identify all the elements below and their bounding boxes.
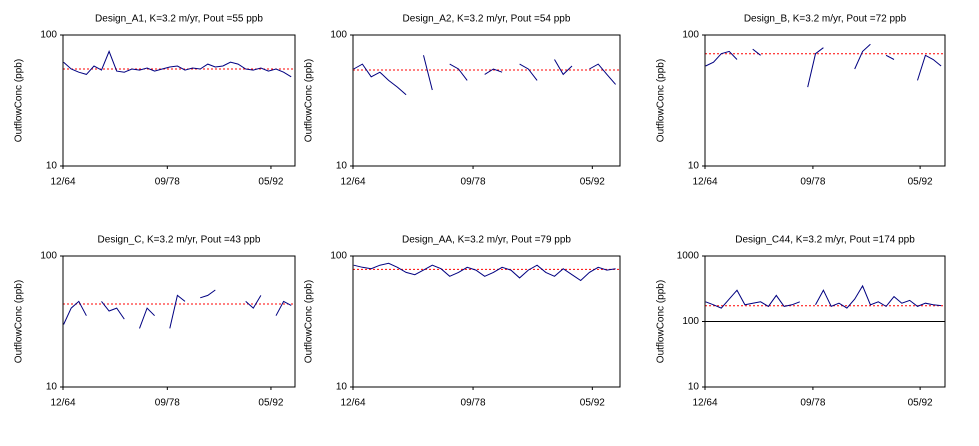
plot-frame (352, 255, 621, 388)
series-line (705, 43, 942, 88)
chart-title: Design_AA, K=3.2 m/yr, Pout =79 ppb (402, 235, 571, 246)
x-tick-label: 09/78 (800, 177, 825, 188)
plot-frame (704, 34, 946, 167)
y-tick-label: 100 (330, 30, 347, 41)
x-tick-label: 12/64 (692, 177, 717, 188)
y-tick-label: 100 (682, 30, 699, 41)
y-tick-label: 100 (330, 251, 347, 262)
chart-title: Design_C44, K=3.2 m/yr, Pout =174 ppb (735, 235, 915, 246)
chart-title: Design_A2, K=3.2 m/yr, Pout =54 ppb (403, 14, 571, 25)
x-tick-label: 12/64 (340, 398, 365, 409)
x-tick-label: 12/64 (692, 398, 717, 409)
y-tick-label: 100 (682, 316, 699, 327)
plot-frame (704, 255, 946, 388)
series-line (705, 284, 942, 309)
x-tick-label: 05/92 (580, 398, 605, 409)
x-tick-label: 12/64 (50, 398, 75, 409)
x-tick-label: 09/78 (461, 177, 486, 188)
y-tick-label: 10 (688, 161, 700, 172)
y-axis-label: OutflowConc (ppb) (304, 280, 315, 363)
y-axis-label: OutflowConc (ppb) (656, 280, 667, 363)
series-line (353, 262, 616, 282)
x-tick-label: 05/92 (908, 177, 933, 188)
y-tick-label: 10 (46, 161, 58, 172)
x-tick-label: 05/92 (258, 398, 283, 409)
y-axis-label: OutflowConc (ppb) (14, 280, 25, 363)
y-tick-label: 10 (336, 161, 348, 172)
x-tick-label: 05/92 (580, 177, 605, 188)
x-tick-label: 12/64 (50, 177, 75, 188)
chart-title: Design_B, K=3.2 m/yr, Pout =72 ppb (744, 14, 907, 25)
chart-title: Design_C, K=3.2 m/yr, Pout =43 ppb (98, 235, 261, 246)
y-axis-label: OutflowConc (ppb) (656, 59, 667, 142)
plot-frame (62, 34, 296, 167)
plot-frame (352, 34, 621, 167)
x-tick-label: 05/92 (908, 398, 933, 409)
x-tick-label: 09/78 (155, 177, 180, 188)
x-tick-label: 12/64 (340, 177, 365, 188)
y-tick-label: 10 (46, 382, 58, 393)
y-tick-label: 1000 (677, 251, 700, 262)
series-line (63, 289, 292, 329)
y-axis-label: OutflowConc (ppb) (14, 59, 25, 142)
y-tick-label: 10 (336, 382, 348, 393)
y-tick-label: 100 (40, 251, 57, 262)
chart-title: Design_A1, K=3.2 m/yr, Pout =55 ppb (95, 14, 263, 25)
x-tick-label: 09/78 (461, 398, 486, 409)
y-tick-label: 100 (40, 30, 57, 41)
plot-frame (62, 255, 296, 388)
y-tick-label: 10 (688, 382, 700, 393)
series-line (353, 55, 616, 96)
y-axis-label: OutflowConc (ppb) (304, 59, 315, 142)
x-tick-label: 09/78 (800, 398, 825, 409)
x-tick-label: 05/92 (258, 177, 283, 188)
series-line (63, 50, 292, 78)
x-tick-label: 09/78 (155, 398, 180, 409)
